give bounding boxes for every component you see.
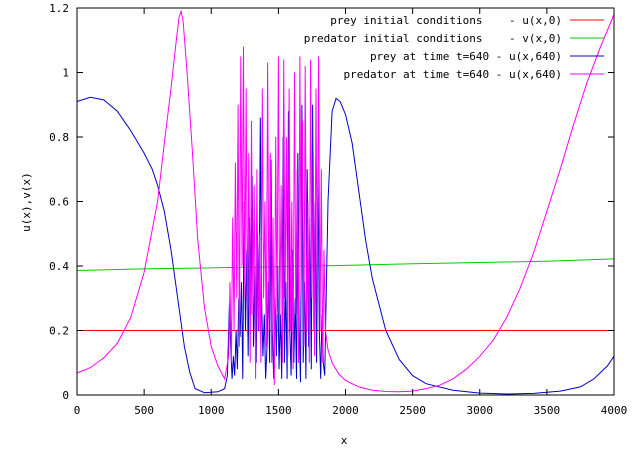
x-axis-label: x [341, 434, 348, 447]
x-tick-label: 3000 [467, 404, 494, 417]
legend-label: prey initial conditions - u(x,0) [330, 14, 562, 27]
x-tick-label: 500 [134, 404, 154, 417]
x-tick-label: 1500 [265, 404, 292, 417]
legend-label: predator initial conditions - v(x,0) [304, 32, 562, 45]
y-tick-label: 1.2 [49, 2, 69, 15]
y-axis-label: u(x),v(x) [20, 172, 33, 232]
x-tick-label: 2500 [399, 404, 426, 417]
x-tick-label: 1000 [198, 404, 225, 417]
y-tick-label: 0.8 [49, 131, 69, 144]
y-tick-label: 0.6 [49, 196, 69, 209]
series-line-4 [76, 9, 615, 393]
series-line-3 [76, 96, 615, 395]
x-tick-label: 4000 [601, 404, 628, 417]
series-line-2 [76, 258, 615, 271]
legend-label: predator at time t=640 - u(x,640) [343, 68, 562, 81]
legend-label: prey at time t=640 - u(x,640) [370, 50, 562, 63]
series-layer [76, 9, 615, 395]
y-tick-label: 0.4 [49, 260, 69, 273]
x-tick-label: 3500 [534, 404, 561, 417]
x-tick-label: 0 [74, 404, 81, 417]
axes-layer: 0 500 1000 1500 2000 2500 3000 3500 4000 0 0.2 0.4 0… [49, 2, 627, 417]
x-tick-label: 2000 [332, 404, 359, 417]
legend: prey initial conditions - u(x,0) predator… [304, 14, 604, 81]
y-tick-label: 0 [62, 389, 69, 402]
y-tick-label: 0.2 [49, 325, 69, 338]
y-tick-label: 1 [62, 67, 69, 80]
